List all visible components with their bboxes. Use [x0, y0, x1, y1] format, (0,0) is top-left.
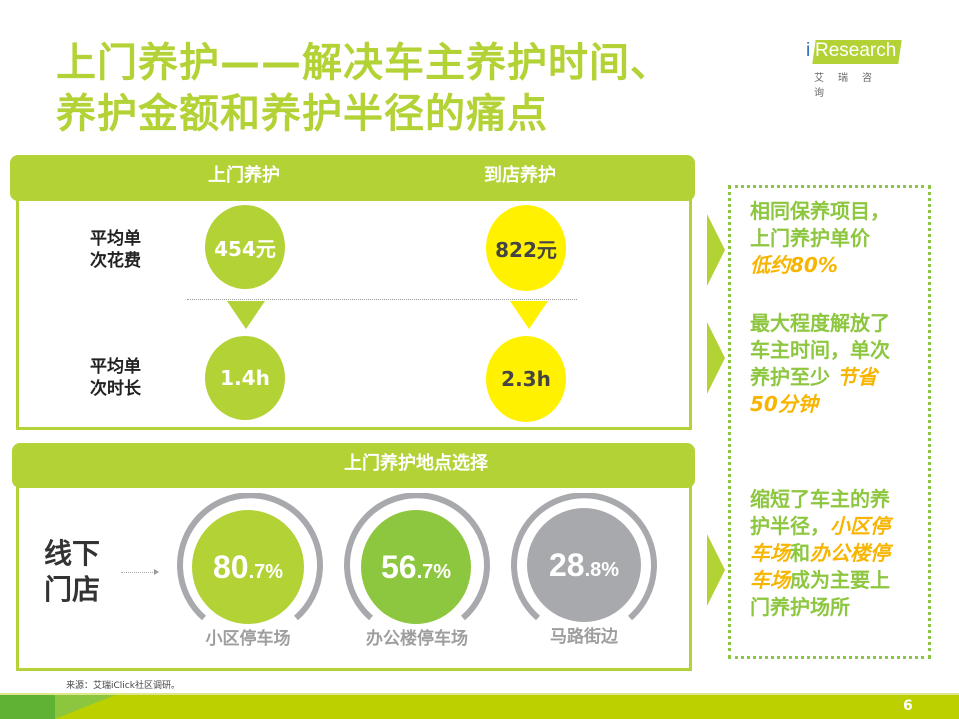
stat-circle-roadside: 28.8% [527, 508, 641, 622]
title-line-2: 养护金额和养护半径的痛点 [56, 91, 548, 137]
comparison-panel [16, 185, 692, 430]
location-header-label: 上门养护地点选择 [344, 453, 488, 474]
door-cost-oval: 454元 [205, 205, 285, 289]
pointer-arrow-icon-1 [707, 214, 725, 286]
note-radius: 缩短了车主的养 护半径，小区停 车场和办公楼停 车场成为主要上 门养护场所 [750, 487, 890, 619]
note-price: 相同保养项目， 上门养护单价 低约80% [750, 199, 890, 277]
row-label-duration: 平均单 次时长 [90, 357, 141, 399]
pointer-arrow-icon-3 [707, 534, 725, 606]
label-office-parking: 办公楼停车场 [366, 629, 468, 649]
footer-accent-wedge [55, 695, 115, 719]
stat-circle-community: 80.7% [192, 510, 304, 624]
door-down-arrow-icon [227, 301, 265, 329]
ring-arc-3 [511, 493, 657, 621]
source-note: 来源：艾瑞iClick社区调研。 [66, 681, 180, 691]
footer-bar [0, 695, 959, 719]
offline-store-label: 线下 门店 [44, 537, 101, 606]
store-duration-oval: 2.3h [486, 336, 566, 422]
iresearch-logo: i Research 艾瑞咨询 [806, 38, 906, 99]
door-duration-oval: 1.4h [205, 336, 285, 420]
footer-divider [0, 693, 959, 695]
store-cost-oval: 822元 [486, 205, 566, 291]
page-title: 上门养护——解决车主养护时间、 养护金额和养护半径的痛点 [56, 38, 671, 140]
logo-subtitle: 艾瑞咨询 [814, 73, 886, 99]
row-label-cost: 平均单 次花费 [90, 229, 141, 271]
label-roadside: 马路街边 [550, 627, 618, 647]
divider-line [187, 299, 577, 300]
pointer-arrow-icon-2 [707, 322, 725, 394]
notes-dotted-box [728, 185, 931, 659]
arrow-right-icon [154, 569, 159, 575]
footer-accent-square [0, 695, 55, 719]
dotted-connector [121, 572, 155, 573]
logo-brand: Research [815, 40, 897, 61]
comparison-header-bar: 上门养护 到店养护 [10, 155, 695, 201]
note-time: 最大程度解放了 车主时间，单次 养护至少 节省 50分钟 [750, 311, 890, 416]
label-community-parking: 小区停车场 [205, 629, 291, 649]
header-door-service: 上门养护 [208, 165, 280, 186]
stat-circle-office: 56.7% [361, 510, 471, 624]
store-down-arrow-icon [510, 301, 548, 329]
page-number: 6 [903, 698, 913, 714]
header-store-service: 到店养护 [484, 165, 556, 186]
ring-arc-1 [177, 493, 323, 621]
location-header-bar: 上门养护地点选择 [12, 443, 695, 488]
ring-arc-2 [344, 493, 490, 621]
title-line-1: 上门养护——解决车主养护时间、 [56, 40, 671, 86]
logo-i: i [806, 40, 811, 61]
